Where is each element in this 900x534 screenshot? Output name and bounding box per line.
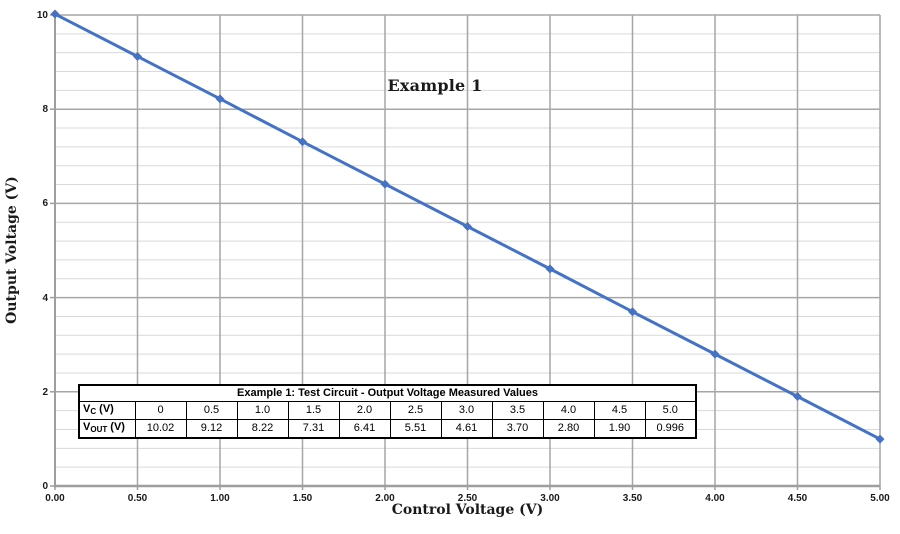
table-value-cell: 2.80 xyxy=(542,419,595,439)
data-point-marker xyxy=(545,264,555,274)
table-row: VC (V) 0 0.5 1.0 1.5 2.0 2.5 3.0 3.5 4.0 4.5 5.0 xyxy=(78,401,697,420)
data-point-marker xyxy=(380,179,390,189)
table-value-cell: 2.5 xyxy=(389,401,442,420)
y-axis-tick-label: 10 xyxy=(36,10,48,21)
data-point-marker xyxy=(875,434,885,444)
data-point-marker xyxy=(463,221,472,231)
row-label-cell: VOUT (V) xyxy=(78,419,136,439)
x-axis-tick-label: 4.00 xyxy=(705,493,725,504)
x-axis-title: Control Voltage (V) xyxy=(391,502,544,518)
x-axis-tick-label: 2.50 xyxy=(457,493,478,504)
table-value-cell: 10.02 xyxy=(134,419,187,439)
table-row: VOUT (V) 10.02 9.12 8.22 7.31 6.41 5.51 4.61 3.7… xyxy=(78,419,697,439)
y-axis-tick-label: 2 xyxy=(42,386,48,398)
table-value-cell: 4.5 xyxy=(593,401,646,420)
measured-values-table: Example 1: Test Circuit - Output Voltage… xyxy=(78,384,697,439)
x-axis-tick-label: 3.00 xyxy=(540,493,560,504)
data-point-marker xyxy=(710,349,720,359)
x-axis-tick-label: 5.00 xyxy=(870,493,890,504)
table-value-cell: 9.12 xyxy=(185,419,238,439)
table-value-cell: 7.31 xyxy=(287,419,340,439)
table-value-cell: 0 xyxy=(134,401,187,420)
x-axis-tick-label: 0.00 xyxy=(45,493,65,504)
table-value-cell: 4.61 xyxy=(440,419,493,439)
data-point-marker xyxy=(50,9,60,19)
data-table-container: Example 1: Test Circuit - Output Voltage… xyxy=(78,384,697,439)
x-axis-tick-label: 3.50 xyxy=(622,493,643,504)
y-axis-tick-label: 8 xyxy=(42,104,48,116)
table-value-cell: 3.70 xyxy=(491,419,544,439)
y-axis-tick-label: 4 xyxy=(42,292,48,304)
x-axis-tick-label: 1.00 xyxy=(210,493,230,504)
table-value-cell: 5.0 xyxy=(644,401,697,420)
x-axis-tick-label: 0.50 xyxy=(127,493,148,504)
table-title: Example 1: Test Circuit - Output Voltage… xyxy=(78,384,697,402)
x-axis-tick-label: 2.00 xyxy=(375,493,395,504)
data-point-marker xyxy=(628,307,637,317)
table-value-cell: 3.0 xyxy=(440,401,493,420)
table-value-cell: 1.90 xyxy=(593,419,646,439)
chart-title: Example 1 xyxy=(387,76,483,95)
row-label-cell: VC (V) xyxy=(78,401,136,420)
data-point-marker xyxy=(793,392,802,402)
table-value-cell: 0.5 xyxy=(185,401,238,420)
x-axis-tick-label: 1.50 xyxy=(292,493,313,504)
table-value-cell: 2.0 xyxy=(338,401,391,420)
y-axis-tick-label: 0 xyxy=(42,481,48,492)
table-value-cell: 1.0 xyxy=(236,401,289,420)
table-value-cell: 3.5 xyxy=(491,401,544,420)
data-point-marker xyxy=(215,94,225,104)
data-point-marker xyxy=(133,51,142,61)
table-value-cell: 6.41 xyxy=(338,419,391,439)
table-value-cell: 4.0 xyxy=(542,401,595,420)
table-value-cell: 1.5 xyxy=(287,401,340,420)
table-value-cell: 8.22 xyxy=(236,419,289,439)
data-point-marker xyxy=(298,137,307,147)
table-value-cell: 0.996 xyxy=(644,419,697,439)
y-axis-tick-label: 6 xyxy=(42,198,48,210)
table-value-cell: 5.51 xyxy=(389,419,442,439)
x-axis-tick-label: 4.50 xyxy=(787,493,808,504)
y-axis-title: Output Voltage (V) xyxy=(4,176,20,324)
